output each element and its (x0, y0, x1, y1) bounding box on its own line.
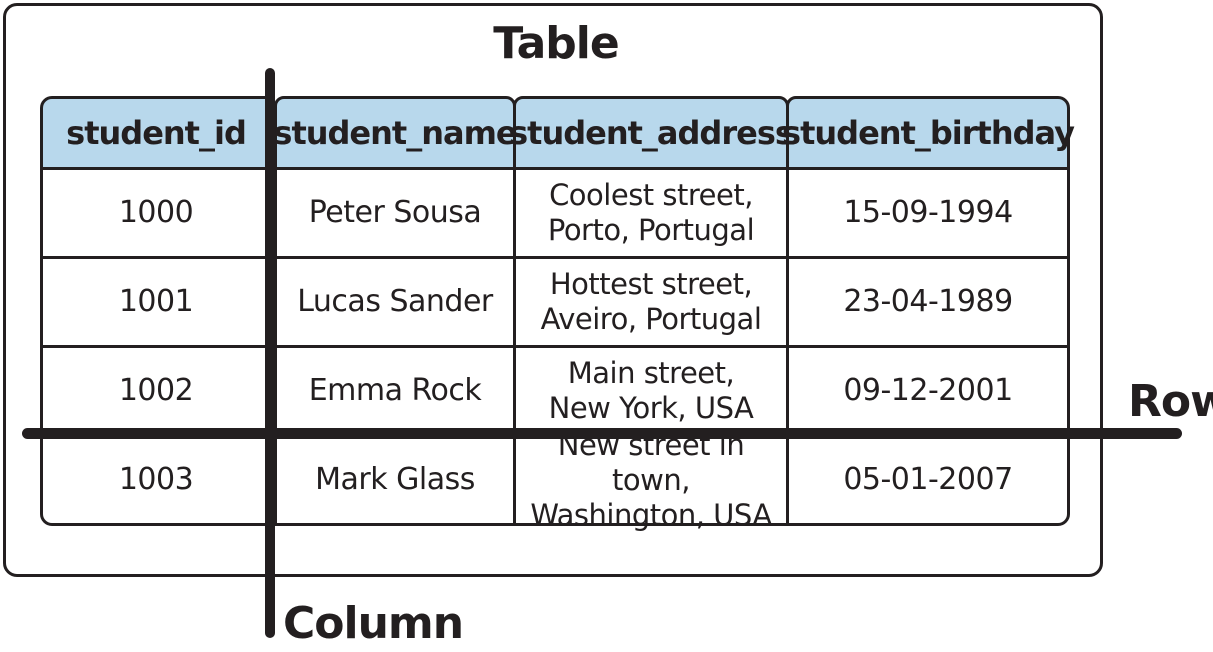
column-indicator-line (265, 68, 275, 638)
header-student-id: student_id (40, 96, 272, 170)
cell-name-1003: Mark Glass (274, 434, 516, 526)
cell-address-1001: Hottest street, Aveiro, Portugal (513, 256, 789, 348)
cell-id-1000: 1000 (40, 167, 272, 259)
header-student-name: student_name (273, 96, 518, 170)
cell-id-1002: 1002 (40, 345, 272, 437)
column-student-address: student_address Coolest street, Porto, P… (509, 96, 794, 532)
cell-address-1000: Coolest street, Porto, Portugal (513, 167, 789, 259)
row-indicator-line (22, 428, 1182, 439)
cell-name-1001: Lucas Sander (274, 256, 516, 348)
cell-id-1003: 1003 (40, 434, 272, 526)
header-student-birthday: student_birthday (782, 96, 1075, 170)
cell-address-1002: Main street, New York, USA (513, 345, 789, 437)
cell-birthday-1002: 09-12-2001 (786, 345, 1070, 437)
row-label: Row (1128, 376, 1213, 427)
header-student-address: student_address (509, 96, 794, 170)
cell-birthday-1001: 23-04-1989 (786, 256, 1070, 348)
cell-name-1002: Emma Rock (274, 345, 516, 437)
column-label: Column (283, 598, 464, 649)
cell-name-1000: Peter Sousa (274, 167, 516, 259)
column-student-birthday: student_birthday 15-09-1994 23-04-1989 0… (782, 96, 1075, 528)
cell-id-1001: 1001 (40, 256, 272, 348)
cell-address-1003: New street in town, Washington, USA (513, 428, 789, 532)
table-label: Table (493, 18, 619, 69)
cell-birthday-1000: 15-09-1994 (786, 167, 1070, 259)
column-student-name: student_name Peter Sousa Lucas Sander Em… (273, 96, 518, 528)
cell-birthday-1003: 05-01-2007 (786, 434, 1070, 526)
table-frame (3, 3, 1103, 577)
student-table: student_id 1000 1001 1002 1003 student_n… (40, 96, 1075, 532)
column-student-id: student_id 1000 1001 1002 1003 (40, 96, 272, 528)
